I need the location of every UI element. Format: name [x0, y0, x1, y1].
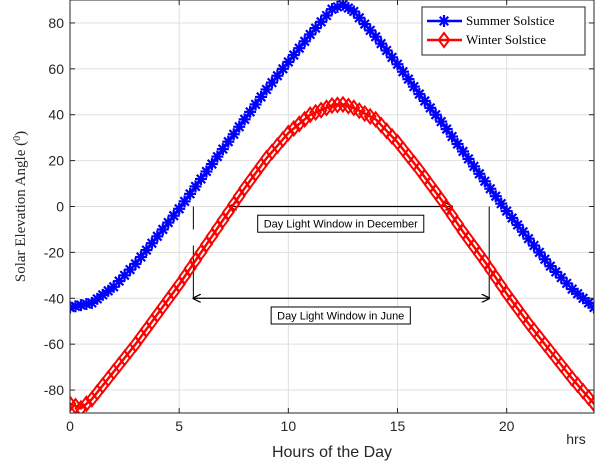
legend-marker — [437, 31, 451, 49]
series-marker — [386, 51, 399, 64]
series-marker — [287, 119, 301, 138]
series-marker — [588, 301, 594, 314]
series-marker — [145, 237, 158, 250]
series-marker — [484, 182, 497, 195]
series-marker — [347, 5, 360, 18]
series-marker — [173, 202, 186, 215]
series-marker — [309, 22, 322, 35]
series-marker — [211, 150, 224, 163]
series-marker — [325, 96, 339, 115]
y-tick-label: 40 — [48, 107, 64, 123]
series-marker — [407, 80, 420, 93]
x-tick-label: 0 — [66, 418, 74, 434]
series-marker — [396, 65, 409, 78]
y-axis-label: Solar Elevation Angle (0) — [12, 131, 30, 282]
x-tick-label: 20 — [499, 418, 515, 434]
series-marker — [544, 260, 557, 273]
series-marker — [184, 187, 197, 200]
series-marker — [222, 135, 235, 148]
y-tick-label: 20 — [48, 153, 64, 169]
legend-item: Winter Solstice — [427, 31, 546, 49]
annotation-box — [257, 214, 425, 233]
x-tick-label: 10 — [281, 418, 297, 434]
series-marker — [195, 172, 207, 185]
series-marker — [587, 395, 594, 413]
y-axis-label-main: Solar Elevation Angle ( — [13, 141, 29, 282]
y-tick-label: -60 — [44, 336, 64, 352]
series-marker — [331, 0, 344, 13]
y-tick-label: 80 — [48, 15, 64, 31]
axis-labels: Hours of the Day hrs Solar Elevation Ang… — [12, 131, 586, 461]
series-marker — [298, 110, 312, 128]
legend-label: Summer Solstice — [466, 13, 555, 28]
y-tick-label: 0 — [56, 199, 64, 215]
series-marker — [260, 83, 273, 96]
series-0 — [70, 0, 594, 314]
legend-marker — [438, 15, 450, 27]
series-marker — [391, 58, 404, 71]
series-marker — [402, 73, 415, 86]
series-marker — [320, 99, 334, 117]
series-marker — [309, 103, 323, 122]
series-marker — [473, 167, 486, 180]
series-marker — [74, 399, 88, 413]
series-marker — [200, 165, 213, 178]
series-marker — [303, 106, 317, 124]
series-marker — [189, 180, 202, 193]
series-marker — [244, 105, 257, 118]
series-marker — [292, 115, 306, 133]
series-1 — [70, 95, 594, 413]
series-marker — [233, 120, 246, 133]
series-marker — [495, 197, 508, 210]
annotation-boxes: Day Light Window in December Day Light Wi… — [257, 214, 425, 325]
annotation-text: Day Light Window in December — [264, 219, 418, 231]
annotation-box — [270, 306, 411, 325]
series-marker — [314, 101, 328, 119]
series-marker — [451, 137, 464, 150]
series-marker — [478, 175, 491, 188]
legend-item: Summer Solstice — [427, 13, 555, 28]
series-marker — [435, 115, 448, 128]
series-marker — [364, 24, 377, 37]
series-marker — [462, 152, 475, 165]
y-tick-label: -80 — [44, 382, 64, 398]
x-axis-label: Hours of the Day — [272, 444, 392, 461]
y-tick-label: 60 — [48, 61, 64, 77]
legend: Summer Solstice Winter Solstice — [421, 6, 586, 56]
axis-ticks: 0 5 10 15 20 -80 -60 -40 -20 0 20 40 60 80 — [44, 0, 594, 434]
series-marker — [178, 195, 191, 208]
series-marker — [216, 143, 229, 156]
legend-label: Winter Solstice — [466, 32, 546, 47]
x-tick-label: 15 — [390, 418, 406, 434]
series-marker — [79, 395, 93, 413]
series-marker — [330, 96, 344, 114]
legend-box — [421, 6, 586, 56]
annotation-text: Day Light Window in June — [277, 310, 404, 322]
y-axis-label-close: ) — [13, 131, 29, 136]
series-marker — [489, 190, 502, 203]
x-tick-label: 5 — [175, 418, 183, 434]
series-marker — [205, 158, 218, 171]
series-marker — [440, 123, 453, 136]
y-tick-label: -20 — [44, 244, 64, 260]
series-marker — [249, 98, 262, 111]
x-axis-unit: hrs — [566, 431, 585, 447]
series-marker — [467, 160, 480, 173]
series-marker — [238, 113, 251, 126]
y-axis-label-sup: 0 — [12, 136, 23, 141]
series-marker — [281, 124, 295, 142]
series-layer — [70, 0, 594, 413]
series-marker — [457, 145, 469, 158]
series-marker — [446, 130, 459, 143]
series-marker — [227, 128, 240, 141]
y-tick-label: -40 — [44, 290, 64, 306]
series-line — [70, 103, 594, 410]
series-marker — [255, 90, 268, 103]
